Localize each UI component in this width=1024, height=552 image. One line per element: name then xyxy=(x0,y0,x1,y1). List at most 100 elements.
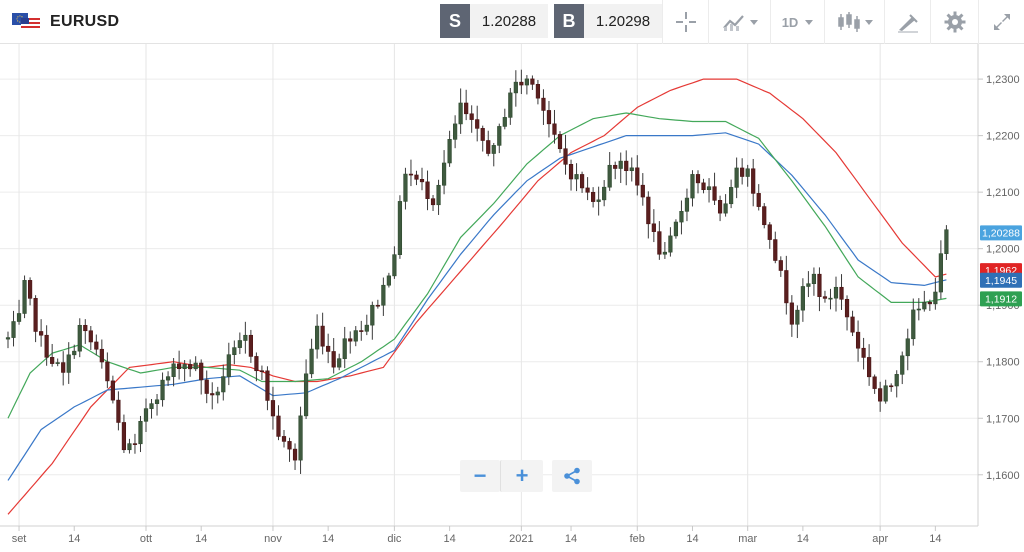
candle xyxy=(602,180,607,207)
x-tick-label: 14 xyxy=(443,533,455,545)
candle-body xyxy=(563,148,568,165)
settings-button[interactable] xyxy=(930,0,978,44)
green-ma-line xyxy=(7,112,947,419)
candle xyxy=(679,200,684,235)
candle xyxy=(44,325,49,366)
candle-body xyxy=(342,338,347,359)
chevron-down-icon xyxy=(805,19,814,25)
x-tick-label: 14 xyxy=(195,533,207,545)
candle xyxy=(453,115,458,149)
candle-body xyxy=(646,196,651,225)
candle-body xyxy=(165,376,171,381)
candle-style-button[interactable] xyxy=(824,0,884,44)
candle-body xyxy=(447,139,452,164)
candle xyxy=(254,352,259,382)
candle-body xyxy=(105,361,110,382)
candle-body xyxy=(303,373,309,417)
candle-body xyxy=(789,302,794,325)
candle-body xyxy=(386,275,391,286)
candle xyxy=(734,157,739,199)
x-tick-label: 14 xyxy=(565,533,577,545)
candle-body xyxy=(320,325,325,347)
candle-body xyxy=(751,168,756,194)
candle-body xyxy=(811,273,817,285)
candle xyxy=(706,178,712,203)
candle-body xyxy=(756,193,761,207)
crosshair-button[interactable] xyxy=(662,0,708,44)
candle-body xyxy=(850,316,855,333)
candle-body xyxy=(237,340,242,348)
share-button[interactable] xyxy=(552,460,592,492)
sell-button[interactable]: S 1.20288 xyxy=(440,4,548,38)
candle-body xyxy=(160,379,165,401)
candle-body xyxy=(132,443,138,445)
candle-body xyxy=(298,415,303,461)
candle xyxy=(425,170,430,211)
candle-body xyxy=(127,443,132,451)
candle xyxy=(541,89,546,125)
chart-type-button[interactable] xyxy=(708,0,770,44)
candle-body xyxy=(370,304,375,326)
candle xyxy=(850,310,855,337)
candle-body xyxy=(149,403,154,409)
candle-body xyxy=(607,164,612,188)
fullscreen-button[interactable] xyxy=(978,0,1024,44)
candle xyxy=(392,246,397,279)
candle-body xyxy=(364,324,369,332)
candle-body xyxy=(734,167,739,188)
candle-body xyxy=(408,173,414,176)
draw-tools-button[interactable] xyxy=(884,0,930,44)
share-icon xyxy=(564,467,580,485)
candle xyxy=(143,398,149,433)
candle-body xyxy=(138,421,143,445)
candle-body xyxy=(453,123,458,140)
candle-body xyxy=(640,184,645,198)
candle-body xyxy=(436,184,441,206)
zoom-out-button[interactable]: − xyxy=(460,460,500,492)
candle xyxy=(248,329,253,363)
y-tick-label: 1,1800 xyxy=(986,357,1020,369)
candle-body xyxy=(392,254,397,277)
candle-body xyxy=(154,399,160,404)
buy-button[interactable]: B 1.20298 xyxy=(554,4,662,38)
candle xyxy=(116,391,121,431)
candle xyxy=(552,109,557,144)
candle xyxy=(315,314,320,359)
candle xyxy=(193,356,198,372)
candle xyxy=(276,405,281,441)
candle-body xyxy=(232,347,237,355)
candle xyxy=(833,276,839,312)
candle xyxy=(867,344,872,386)
candlesticks xyxy=(5,69,949,474)
x-tick-label: ott xyxy=(140,533,152,545)
candle xyxy=(563,134,568,175)
x-tick-label: 14 xyxy=(797,533,809,545)
candle-body xyxy=(430,198,436,206)
candle-body xyxy=(861,347,866,358)
candle-body xyxy=(403,173,408,202)
zoom-in-button[interactable]: + xyxy=(500,460,543,492)
candle-body xyxy=(568,164,574,180)
candle-body xyxy=(210,393,215,396)
candle-body xyxy=(706,186,712,191)
price-chart[interactable]: 1,16001,17001,18001,19001,20001,21001,22… xyxy=(0,44,1024,552)
candle xyxy=(469,105,474,133)
candle-body xyxy=(348,338,353,342)
candle xyxy=(370,301,375,340)
candle xyxy=(199,359,204,395)
price-tag: 1,20288 xyxy=(980,225,1022,241)
candle xyxy=(933,277,938,310)
candle xyxy=(778,256,783,277)
symbol-selector[interactable]: EURUSD xyxy=(12,0,119,44)
candle-body xyxy=(591,191,596,202)
candle-body xyxy=(767,224,772,240)
candle xyxy=(154,393,160,416)
candle xyxy=(889,383,894,392)
candle-body xyxy=(16,313,22,322)
candle xyxy=(729,179,734,209)
candle-body xyxy=(729,187,734,205)
candle-body xyxy=(188,364,193,370)
candle xyxy=(789,295,794,337)
candle-body xyxy=(414,174,419,180)
timeframe-button[interactable]: 1D xyxy=(770,0,824,44)
